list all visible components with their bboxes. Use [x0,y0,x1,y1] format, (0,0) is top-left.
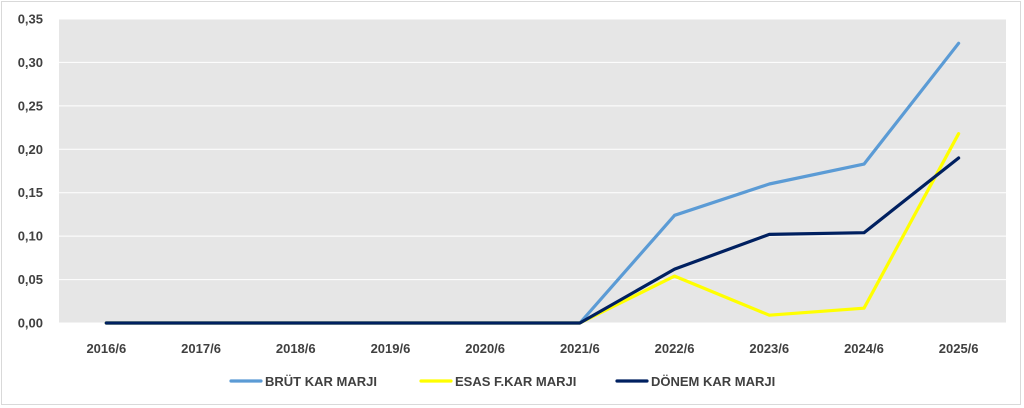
x-tick-label: 2022/6 [655,341,695,356]
y-tick-label: 0,15 [18,185,43,200]
series-lines [104,41,961,325]
legend-label: BRÜT KAR MARJI [265,374,377,389]
plot-background [59,19,1006,323]
x-tick-label: 2024/6 [844,341,884,356]
legend-label: DÖNEM KAR MARJI [651,374,775,389]
y-axis-tick-labels: 0,00 0,05 0,10 0,15 0,20 0,25 0,30 0,35 [18,12,43,331]
x-tick-label: 2018/6 [276,341,316,356]
x-tick-label: 2021/6 [560,341,600,356]
plot-area [59,19,1006,323]
y-tick-label: 0,25 [18,98,43,113]
x-tick-label: 2020/6 [465,341,505,356]
x-tick-label: 2025/6 [939,341,979,356]
legend: BRÜT KAR MARJI ESAS F.KAR MARJI DÖNEM KAR … [229,374,775,389]
x-axis-tick-labels: 2016/6 2017/6 2018/6 2019/6 2020/6 2021/6 2022… [86,341,978,356]
x-tick-label: 2017/6 [181,341,221,356]
y-tick-label: 0,10 [18,229,43,244]
legend-item: ESAS F.KAR MARJI [419,374,576,389]
x-tick-label: 2019/6 [371,341,411,356]
series-line-3 [104,156,961,325]
x-tick-label: 2016/6 [86,341,126,356]
legend-label: ESAS F.KAR MARJI [455,374,576,389]
y-tick-label: 0,00 [18,316,43,331]
legend-item: BRÜT KAR MARJI [229,374,377,389]
y-tick-label: 0,05 [18,272,43,287]
y-tick-label: 0,20 [18,142,43,157]
x-tick-label: 2023/6 [749,341,789,356]
y-tick-label: 0,30 [18,55,43,70]
y-tick-label: 0,35 [18,12,43,27]
legend-item: DÖNEM KAR MARJI [615,374,775,389]
